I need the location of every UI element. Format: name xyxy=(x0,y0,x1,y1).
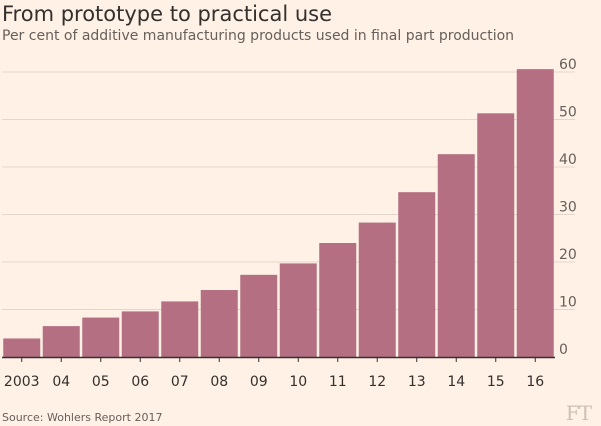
bar-13 xyxy=(398,192,436,357)
source-note: Source: Wohlers Report 2017 xyxy=(2,411,163,424)
x-tick-label: 09 xyxy=(250,374,268,390)
bar-04 xyxy=(42,326,80,357)
chart-title: From prototype to practical use xyxy=(2,2,333,26)
x-tick-label: 12 xyxy=(368,374,386,390)
y-tick-label: 60 xyxy=(559,57,577,73)
x-tick-label: 04 xyxy=(52,374,70,390)
chart-subtitle: Per cent of additive manufacturing produ… xyxy=(2,28,515,44)
bar-06 xyxy=(121,311,159,357)
x-tick-label: 07 xyxy=(171,374,189,390)
bar-11 xyxy=(319,243,357,357)
bar-12 xyxy=(358,222,396,357)
x-tick-label: 16 xyxy=(526,374,544,390)
bar-05 xyxy=(82,317,120,357)
bar-09 xyxy=(240,274,278,357)
x-tick-label: 05 xyxy=(92,374,110,390)
bar-14 xyxy=(437,154,475,357)
y-tick-label: 50 xyxy=(559,105,577,121)
x-tick-label: 10 xyxy=(289,374,307,390)
y-tick-label: 20 xyxy=(559,247,577,263)
bar-2003 xyxy=(3,338,41,357)
bar-08 xyxy=(200,290,238,357)
y-tick-label: 0 xyxy=(559,342,568,358)
x-tick-label: 14 xyxy=(447,374,465,390)
x-tick-label: 11 xyxy=(329,374,347,390)
x-tick-label: 13 xyxy=(408,374,426,390)
bar-10 xyxy=(279,263,317,357)
x-tick-label: 15 xyxy=(487,374,505,390)
bar-16 xyxy=(516,69,554,358)
x-tick-label: 2003 xyxy=(4,374,40,390)
x-tick-label: 06 xyxy=(131,374,149,390)
ft-logo: FT xyxy=(565,401,592,425)
y-tick-label: 40 xyxy=(559,152,577,168)
y-tick-label: 10 xyxy=(559,295,577,311)
x-tick-label: 08 xyxy=(210,374,228,390)
bar-15 xyxy=(477,113,515,357)
y-tick-label: 30 xyxy=(559,200,577,216)
bar-07 xyxy=(161,301,199,357)
